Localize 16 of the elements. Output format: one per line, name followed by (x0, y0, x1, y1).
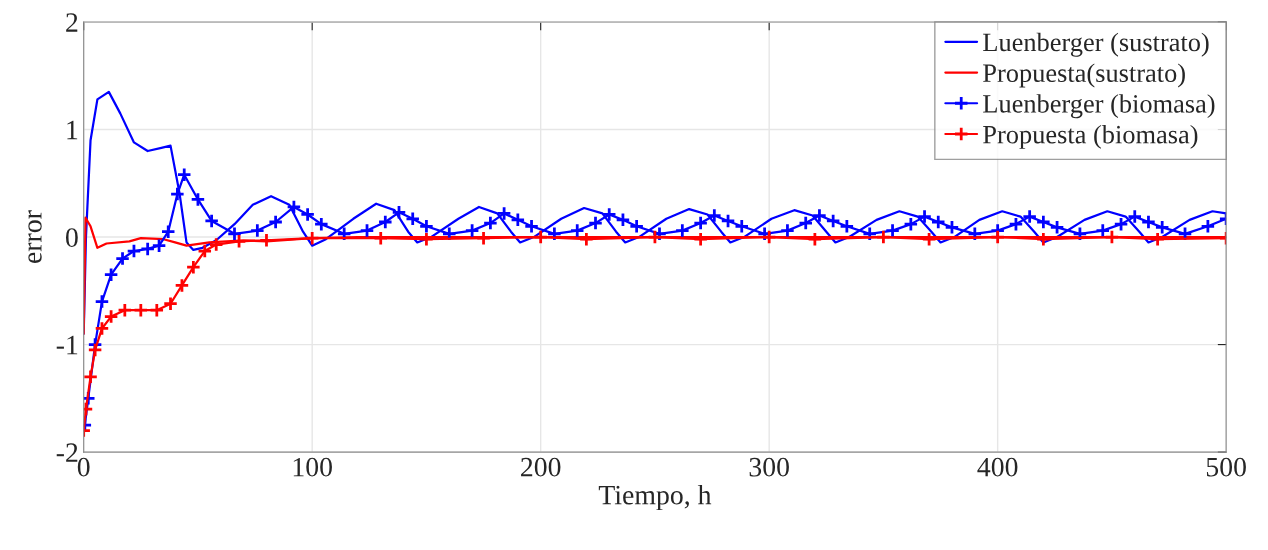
y-axis-title: error (28, 210, 42, 263)
legend-label: Propuesta(sustrato) (983, 63, 1185, 88)
y-tick-label: 2 (66, 13, 78, 32)
y-tick-label: -2 (56, 443, 78, 462)
y-tick-label: 0 (66, 228, 78, 247)
x-axis-title: Tiempo, h (598, 484, 712, 511)
x-tick-label: 100 (293, 457, 332, 477)
legend-label: Propuesta (biomasa) (983, 124, 1198, 149)
x-tick-label: 200 (521, 457, 561, 477)
legend-label: Luenberger (biomasa) (983, 94, 1215, 119)
y-tick-label: -1 (56, 335, 78, 355)
legend-label: Luenberger (sustrato) (983, 32, 1209, 57)
x-tick-label: 300 (749, 457, 789, 477)
x-tick-label: 400 (977, 457, 1018, 477)
y-tick-label: 1 (67, 120, 78, 140)
x-tick-label: 500 (1206, 457, 1246, 477)
